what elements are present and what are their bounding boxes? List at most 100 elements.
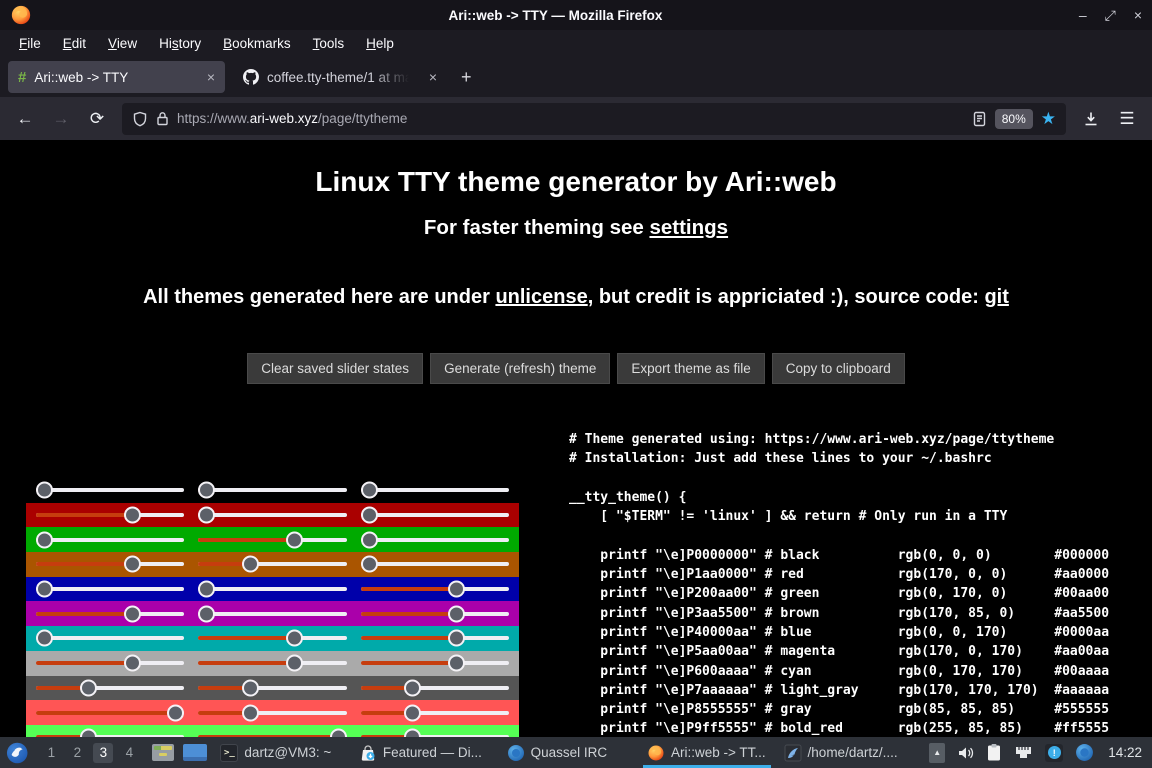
file-manager-icon[interactable] <box>152 744 175 761</box>
slider-thumb[interactable] <box>79 728 97 737</box>
color-slider-r[interactable] <box>36 601 185 626</box>
launcher-icon[interactable] <box>6 741 28 765</box>
task-terminal[interactable]: >_ dartz@VM3: ~ <box>216 737 345 768</box>
clear-slider-states-button[interactable]: Clear saved slider states <box>247 353 424 384</box>
export-theme-button[interactable]: Export theme as file <box>617 353 765 384</box>
show-desktop-icon[interactable] <box>183 744 208 761</box>
color-slider-b[interactable] <box>360 626 509 651</box>
slider-thumb[interactable] <box>36 531 53 549</box>
slider-thumb[interactable] <box>285 531 303 549</box>
slider-thumb[interactable] <box>123 654 141 672</box>
color-slider-b[interactable] <box>360 651 509 676</box>
menu-view[interactable]: View <box>108 36 138 51</box>
slider-thumb[interactable] <box>404 679 422 697</box>
tab-close-icon[interactable]: × <box>428 69 437 85</box>
color-slider-r[interactable] <box>36 725 185 737</box>
menu-tools[interactable]: Tools <box>312 36 345 51</box>
settings-link[interactable]: settings <box>649 216 729 239</box>
color-slider-b[interactable] <box>360 478 509 503</box>
generate-theme-button[interactable]: Generate (refresh) theme <box>430 353 611 384</box>
workspace-4[interactable]: 4 <box>125 745 134 760</box>
workspace-1[interactable]: 1 <box>47 745 56 760</box>
color-slider-r[interactable] <box>36 651 185 676</box>
close-button[interactable]: × <box>1133 7 1142 23</box>
slider-thumb[interactable] <box>448 654 466 672</box>
menu-edit[interactable]: Edit <box>62 36 87 51</box>
color-slider-g[interactable] <box>198 725 347 737</box>
color-slider-b[interactable] <box>360 676 509 701</box>
slider-thumb[interactable] <box>198 506 216 524</box>
color-slider-b[interactable] <box>360 700 509 725</box>
slider-thumb[interactable] <box>79 679 97 697</box>
task-firefox-active[interactable]: Ari::web -> TT... <box>642 737 771 768</box>
slider-thumb[interactable] <box>242 679 260 697</box>
slider-thumb[interactable] <box>404 728 422 737</box>
color-slider-b[interactable] <box>360 725 509 737</box>
color-slider-g[interactable] <box>198 676 347 701</box>
slider-thumb[interactable] <box>360 506 378 524</box>
slider-thumb[interactable] <box>198 481 216 499</box>
slider-thumb[interactable] <box>329 728 347 737</box>
color-slider-g[interactable] <box>198 478 347 503</box>
tracking-shield-icon[interactable] <box>132 111 148 127</box>
slider-thumb[interactable] <box>360 481 378 499</box>
task-quassel[interactable]: Quassel IRC <box>503 737 634 768</box>
slider-thumb[interactable] <box>123 506 141 524</box>
restore-button[interactable]: ⤢ <box>1104 7 1116 23</box>
slider-thumb[interactable] <box>123 555 141 573</box>
color-slider-g[interactable] <box>198 503 347 528</box>
network-icon[interactable] <box>1014 745 1033 760</box>
unlicense-link[interactable]: unlicense <box>495 286 588 308</box>
slider-thumb[interactable] <box>448 580 466 598</box>
color-slider-g[interactable] <box>198 626 347 651</box>
menu-bookmarks[interactable]: Bookmarks <box>223 36 291 51</box>
task-editor[interactable]: /home/dartz/.... <box>780 737 921 768</box>
slider-thumb[interactable] <box>36 580 53 598</box>
color-slider-r[interactable] <box>36 527 185 552</box>
downloads-button[interactable] <box>1076 104 1106 134</box>
reader-view-icon[interactable] <box>972 111 987 127</box>
menu-history[interactable]: History <box>159 36 202 51</box>
forward-button[interactable]: → <box>52 108 70 128</box>
quassel-tray-icon[interactable] <box>1075 743 1094 762</box>
color-slider-b[interactable] <box>360 527 509 552</box>
slider-thumb[interactable] <box>404 704 422 722</box>
slider-thumb[interactable] <box>123 605 141 623</box>
slider-thumb[interactable] <box>198 605 216 623</box>
reload-button[interactable]: ⟳ <box>89 108 105 128</box>
back-button[interactable]: ← <box>16 108 34 128</box>
color-slider-r[interactable] <box>36 700 185 725</box>
slider-thumb[interactable] <box>448 629 466 647</box>
zoom-level-badge[interactable]: 80% <box>994 108 1033 129</box>
color-slider-r[interactable] <box>36 577 185 602</box>
color-slider-b[interactable] <box>360 577 509 602</box>
tab-ariweb-tty[interactable]: # Ari::web -> TTY × <box>8 61 225 93</box>
clipboard-icon[interactable] <box>986 743 1002 762</box>
color-slider-r[interactable] <box>36 626 185 651</box>
notifications-icon[interactable]: ! <box>1045 743 1064 762</box>
slider-thumb[interactable] <box>242 555 260 573</box>
color-slider-r[interactable] <box>36 478 185 503</box>
task-discover[interactable]: Featured — Di... <box>355 737 494 768</box>
slider-thumb[interactable] <box>448 605 466 623</box>
slider-thumb[interactable] <box>198 580 216 598</box>
slider-thumb[interactable] <box>36 629 53 647</box>
color-slider-r[interactable] <box>36 503 185 528</box>
slider-thumb[interactable] <box>167 704 185 722</box>
color-slider-g[interactable] <box>198 700 347 725</box>
color-slider-b[interactable] <box>360 601 509 626</box>
bookmark-star-icon[interactable]: ★ <box>1040 108 1056 128</box>
copy-clipboard-button[interactable]: Copy to clipboard <box>771 353 905 384</box>
color-slider-b[interactable] <box>360 552 509 577</box>
menu-help[interactable]: Help <box>366 36 394 51</box>
color-slider-g[interactable] <box>198 601 347 626</box>
minimize-button[interactable]: – <box>1078 7 1087 23</box>
color-slider-b[interactable] <box>360 503 509 528</box>
tab-github-coffee-theme[interactable]: coffee.tty-theme/1 at ma × <box>233 61 447 93</box>
slider-thumb[interactable] <box>360 555 378 573</box>
url-text[interactable]: https://www.ari-web.xyz/page/ttytheme <box>177 111 964 126</box>
workspace-2[interactable]: 2 <box>73 745 82 760</box>
color-slider-g[interactable] <box>198 577 347 602</box>
git-link[interactable]: git <box>984 286 1009 308</box>
color-slider-g[interactable] <box>198 527 347 552</box>
